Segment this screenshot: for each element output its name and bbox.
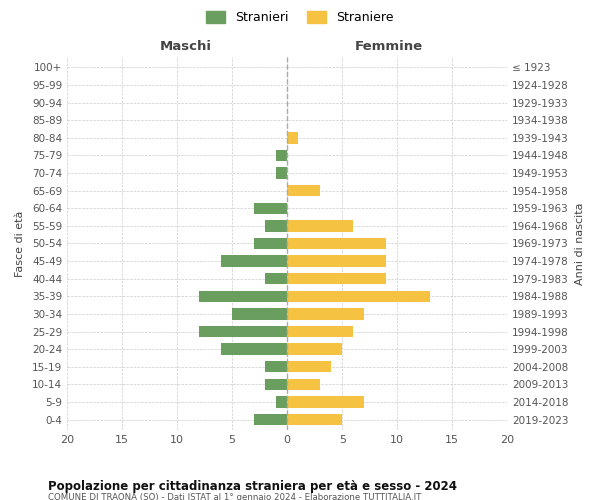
Bar bbox=[199, 326, 287, 338]
Bar bbox=[276, 396, 287, 407]
Bar bbox=[276, 150, 287, 161]
Bar bbox=[232, 308, 287, 320]
Legend: Stranieri, Straniere: Stranieri, Straniere bbox=[202, 6, 398, 29]
Bar bbox=[287, 326, 353, 338]
Bar bbox=[287, 290, 430, 302]
Bar bbox=[287, 378, 320, 390]
Bar bbox=[199, 290, 287, 302]
Y-axis label: Anni di nascita: Anni di nascita bbox=[575, 202, 585, 284]
Bar bbox=[287, 220, 353, 232]
Bar bbox=[287, 396, 364, 407]
Bar bbox=[287, 361, 331, 372]
Bar bbox=[287, 308, 364, 320]
Bar bbox=[221, 256, 287, 267]
Bar bbox=[265, 378, 287, 390]
Bar bbox=[287, 132, 298, 143]
Text: Maschi: Maschi bbox=[160, 40, 212, 53]
Bar bbox=[287, 273, 386, 284]
Text: Femmine: Femmine bbox=[355, 40, 422, 53]
Bar bbox=[254, 238, 287, 249]
Bar bbox=[254, 202, 287, 214]
Text: Popolazione per cittadinanza straniera per età e sesso - 2024: Popolazione per cittadinanza straniera p… bbox=[48, 480, 457, 493]
Bar bbox=[287, 256, 386, 267]
Bar bbox=[221, 344, 287, 355]
Bar bbox=[287, 238, 386, 249]
Bar bbox=[276, 168, 287, 179]
Bar bbox=[287, 344, 342, 355]
Bar bbox=[287, 185, 320, 196]
Bar bbox=[265, 361, 287, 372]
Bar bbox=[254, 414, 287, 426]
Bar bbox=[265, 220, 287, 232]
Bar bbox=[265, 273, 287, 284]
Text: COMUNE DI TRAONA (SO) - Dati ISTAT al 1° gennaio 2024 - Elaborazione TUTTITALIA.: COMUNE DI TRAONA (SO) - Dati ISTAT al 1°… bbox=[48, 492, 421, 500]
Y-axis label: Fasce di età: Fasce di età bbox=[15, 210, 25, 276]
Bar bbox=[287, 414, 342, 426]
